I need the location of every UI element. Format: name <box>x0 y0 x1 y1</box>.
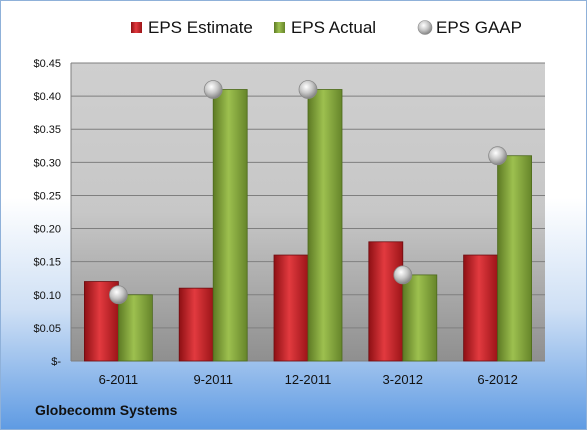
bar-eps-estimate <box>368 241 404 362</box>
company-label: Globecomm Systems <box>35 402 178 418</box>
bar-eps-estimate <box>463 254 499 362</box>
y-tick-label: $0.40 <box>33 91 61 103</box>
legend: EPS Estimate EPS Actual EPS GAAP <box>131 18 522 37</box>
marker-eps-gaap <box>393 265 413 285</box>
bar-eps-actual <box>118 294 153 362</box>
y-axis-ticks: $0.45 $0.40 $0.35 $0.30 $0.25 $0.20 $0.15 $0.10… <box>33 58 61 368</box>
legend-label: EPS GAAP <box>436 18 522 37</box>
y-tick-label: $0.35 <box>33 124 61 136</box>
y-tick-label: $0.30 <box>33 157 61 169</box>
y-tick-label: $0.25 <box>33 190 61 202</box>
legend-label: EPS Estimate <box>148 18 253 37</box>
legend-swatch-estimate <box>131 22 142 33</box>
y-tick-label: $0.45 <box>33 58 61 70</box>
x-category-label: 3-2012 <box>383 372 423 387</box>
x-category-label: 6-2012 <box>477 372 517 387</box>
bars <box>84 89 533 362</box>
y-tick-label: $0.15 <box>33 257 61 269</box>
bar-eps-actual <box>402 274 438 362</box>
bar-eps-estimate <box>273 254 309 362</box>
x-category-label: 6-2011 <box>99 372 139 387</box>
y-tick-label: $0.10 <box>33 290 61 302</box>
y-tick-label: $- <box>51 356 61 368</box>
bar-eps-estimate <box>178 287 214 362</box>
legend-swatch-gaap <box>417 20 433 35</box>
legend-swatch-actual <box>274 22 285 33</box>
x-axis-categories: 6-2011 9-2011 12-2011 3-2012 6-2012 <box>99 372 518 387</box>
legend-label: EPS Actual <box>291 18 376 37</box>
marker-eps-gaap <box>203 80 223 99</box>
bar-eps-actual <box>212 89 248 362</box>
marker-eps-gaap <box>298 80 318 99</box>
x-category-label: 9-2011 <box>193 372 233 387</box>
bar-eps-actual <box>497 155 533 362</box>
y-tick-label: $0.05 <box>33 323 61 335</box>
marker-eps-gaap <box>488 146 508 166</box>
bar-eps-actual <box>307 89 343 362</box>
y-tick-label: $0.20 <box>33 224 61 236</box>
marker-eps-gaap <box>109 285 128 305</box>
gaap-markers <box>109 80 508 305</box>
x-category-label: 12-2011 <box>285 372 332 387</box>
